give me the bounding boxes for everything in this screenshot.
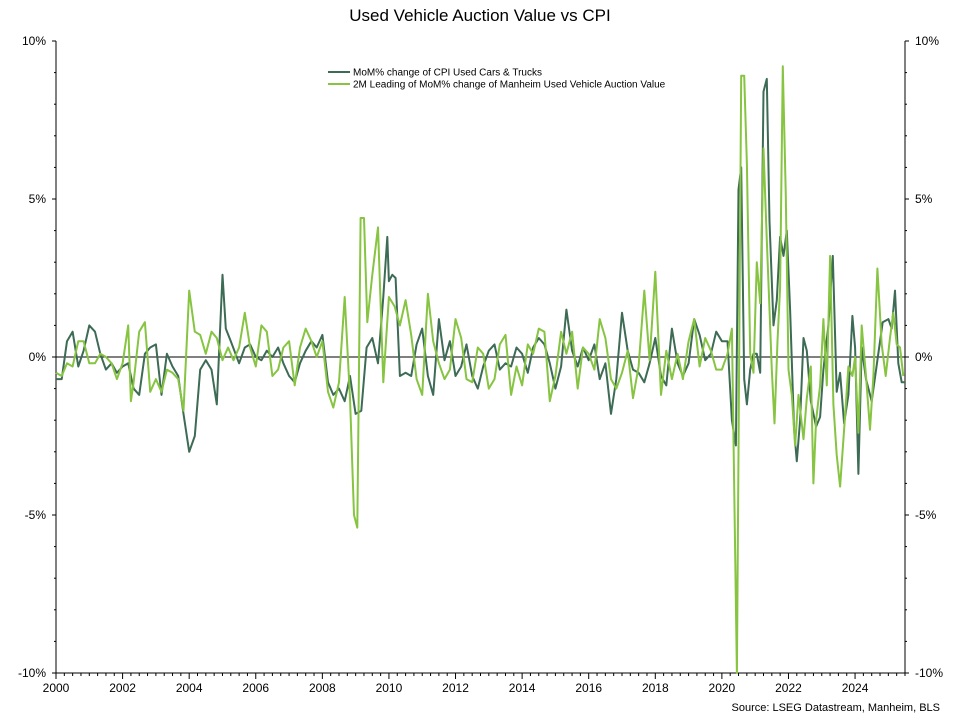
x-tick-label: 2014 bbox=[509, 681, 536, 695]
y-tick-label-right: -10% bbox=[915, 666, 943, 680]
legend-label-2: 2M Leading of MoM% change of Manheim Use… bbox=[353, 80, 666, 91]
x-tick-label: 2022 bbox=[775, 681, 802, 695]
x-tick-label: 2006 bbox=[242, 681, 269, 695]
series-line-1 bbox=[56, 77, 905, 475]
x-tick-label: 2016 bbox=[575, 681, 602, 695]
y-tick-label-right: 10% bbox=[915, 34, 939, 48]
chart-series-layer bbox=[55, 65, 905, 674]
y-tick-label-left: 5% bbox=[29, 192, 47, 206]
y-tick-label-left: -5% bbox=[25, 508, 47, 522]
y-tick-label-right: 5% bbox=[915, 192, 933, 206]
x-tick-label: 2000 bbox=[43, 681, 70, 695]
chart-title: Used Vehicle Auction Value vs CPI bbox=[349, 6, 611, 25]
y-tick-label-right: 0% bbox=[915, 350, 933, 364]
x-tick-label: 2008 bbox=[309, 681, 336, 695]
x-tick-label: 2002 bbox=[109, 681, 136, 695]
chart-source: Source: LSEG Datastream, Manheim, BLS bbox=[731, 702, 940, 714]
chart-legend: MoM% change of CPI Used Cars & Trucks2M … bbox=[328, 68, 666, 91]
x-tick-label: 2024 bbox=[842, 681, 869, 695]
x-tick-label: 2018 bbox=[642, 681, 669, 695]
y-tick-label-left: -10% bbox=[18, 666, 46, 680]
x-tick-label: 2020 bbox=[709, 681, 736, 695]
y-tick-label-right: -5% bbox=[915, 508, 937, 522]
x-tick-label: 2010 bbox=[376, 681, 403, 695]
x-tick-label: 2004 bbox=[176, 681, 203, 695]
legend-label-1: MoM% change of CPI Used Cars & Trucks bbox=[353, 68, 542, 79]
chart-axes: 10% 10%5% 5%0% 0%-5% -5%-10% -10%2000 2002 2004… bbox=[18, 34, 943, 695]
y-tick-label-left: 10% bbox=[22, 34, 46, 48]
y-tick-label-left: 0% bbox=[29, 350, 47, 364]
x-tick-label: 2012 bbox=[442, 681, 469, 695]
series-line-2 bbox=[55, 65, 905, 674]
